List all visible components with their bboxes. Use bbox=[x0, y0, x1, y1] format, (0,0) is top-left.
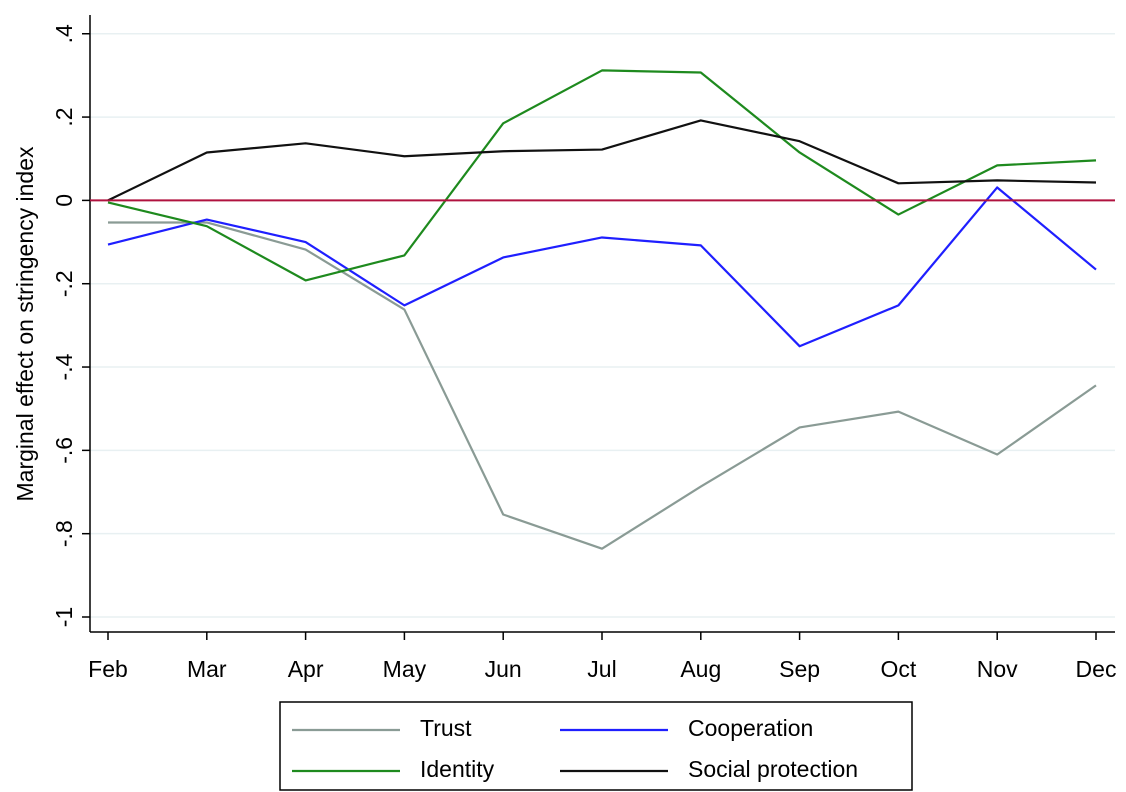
line-series bbox=[107, 186, 1097, 348]
y-tick-label: -.8 bbox=[51, 520, 77, 547]
x-tick-label: Jul bbox=[587, 656, 616, 682]
x-tick-label: Apr bbox=[288, 656, 324, 682]
legend-label: Social protection bbox=[688, 756, 858, 782]
y-tick-label: -1 bbox=[51, 607, 77, 627]
x-tick-label: Oct bbox=[881, 656, 917, 682]
x-tick-label: Feb bbox=[88, 656, 128, 682]
y-tick-label: -.2 bbox=[51, 270, 77, 297]
x-tick-label: Dec bbox=[1076, 656, 1117, 682]
legend-box bbox=[279, 701, 913, 791]
x-tick-label: Mar bbox=[187, 656, 227, 682]
line-series bbox=[107, 69, 1097, 282]
line-series bbox=[108, 221, 1097, 550]
x-tick-label: Aug bbox=[680, 656, 721, 682]
y-tick-label: .4 bbox=[51, 24, 77, 43]
line-series bbox=[107, 119, 1097, 202]
y-tick-label: .2 bbox=[51, 107, 77, 126]
x-tick-label: Nov bbox=[977, 656, 1018, 682]
x-tick-label: May bbox=[383, 656, 427, 682]
y-tick-label: -.6 bbox=[51, 437, 77, 464]
x-tick-label: Sep bbox=[779, 656, 820, 682]
y-axis-title: Marginal effect on stringency index bbox=[12, 146, 38, 501]
legend-label: Identity bbox=[420, 756, 495, 782]
legend-label: Trust bbox=[420, 715, 472, 741]
legend-label: Cooperation bbox=[688, 715, 813, 741]
y-tick-label: 0 bbox=[51, 194, 77, 207]
y-tick-label: -.4 bbox=[51, 353, 77, 380]
x-tick-label: Jun bbox=[485, 656, 522, 682]
